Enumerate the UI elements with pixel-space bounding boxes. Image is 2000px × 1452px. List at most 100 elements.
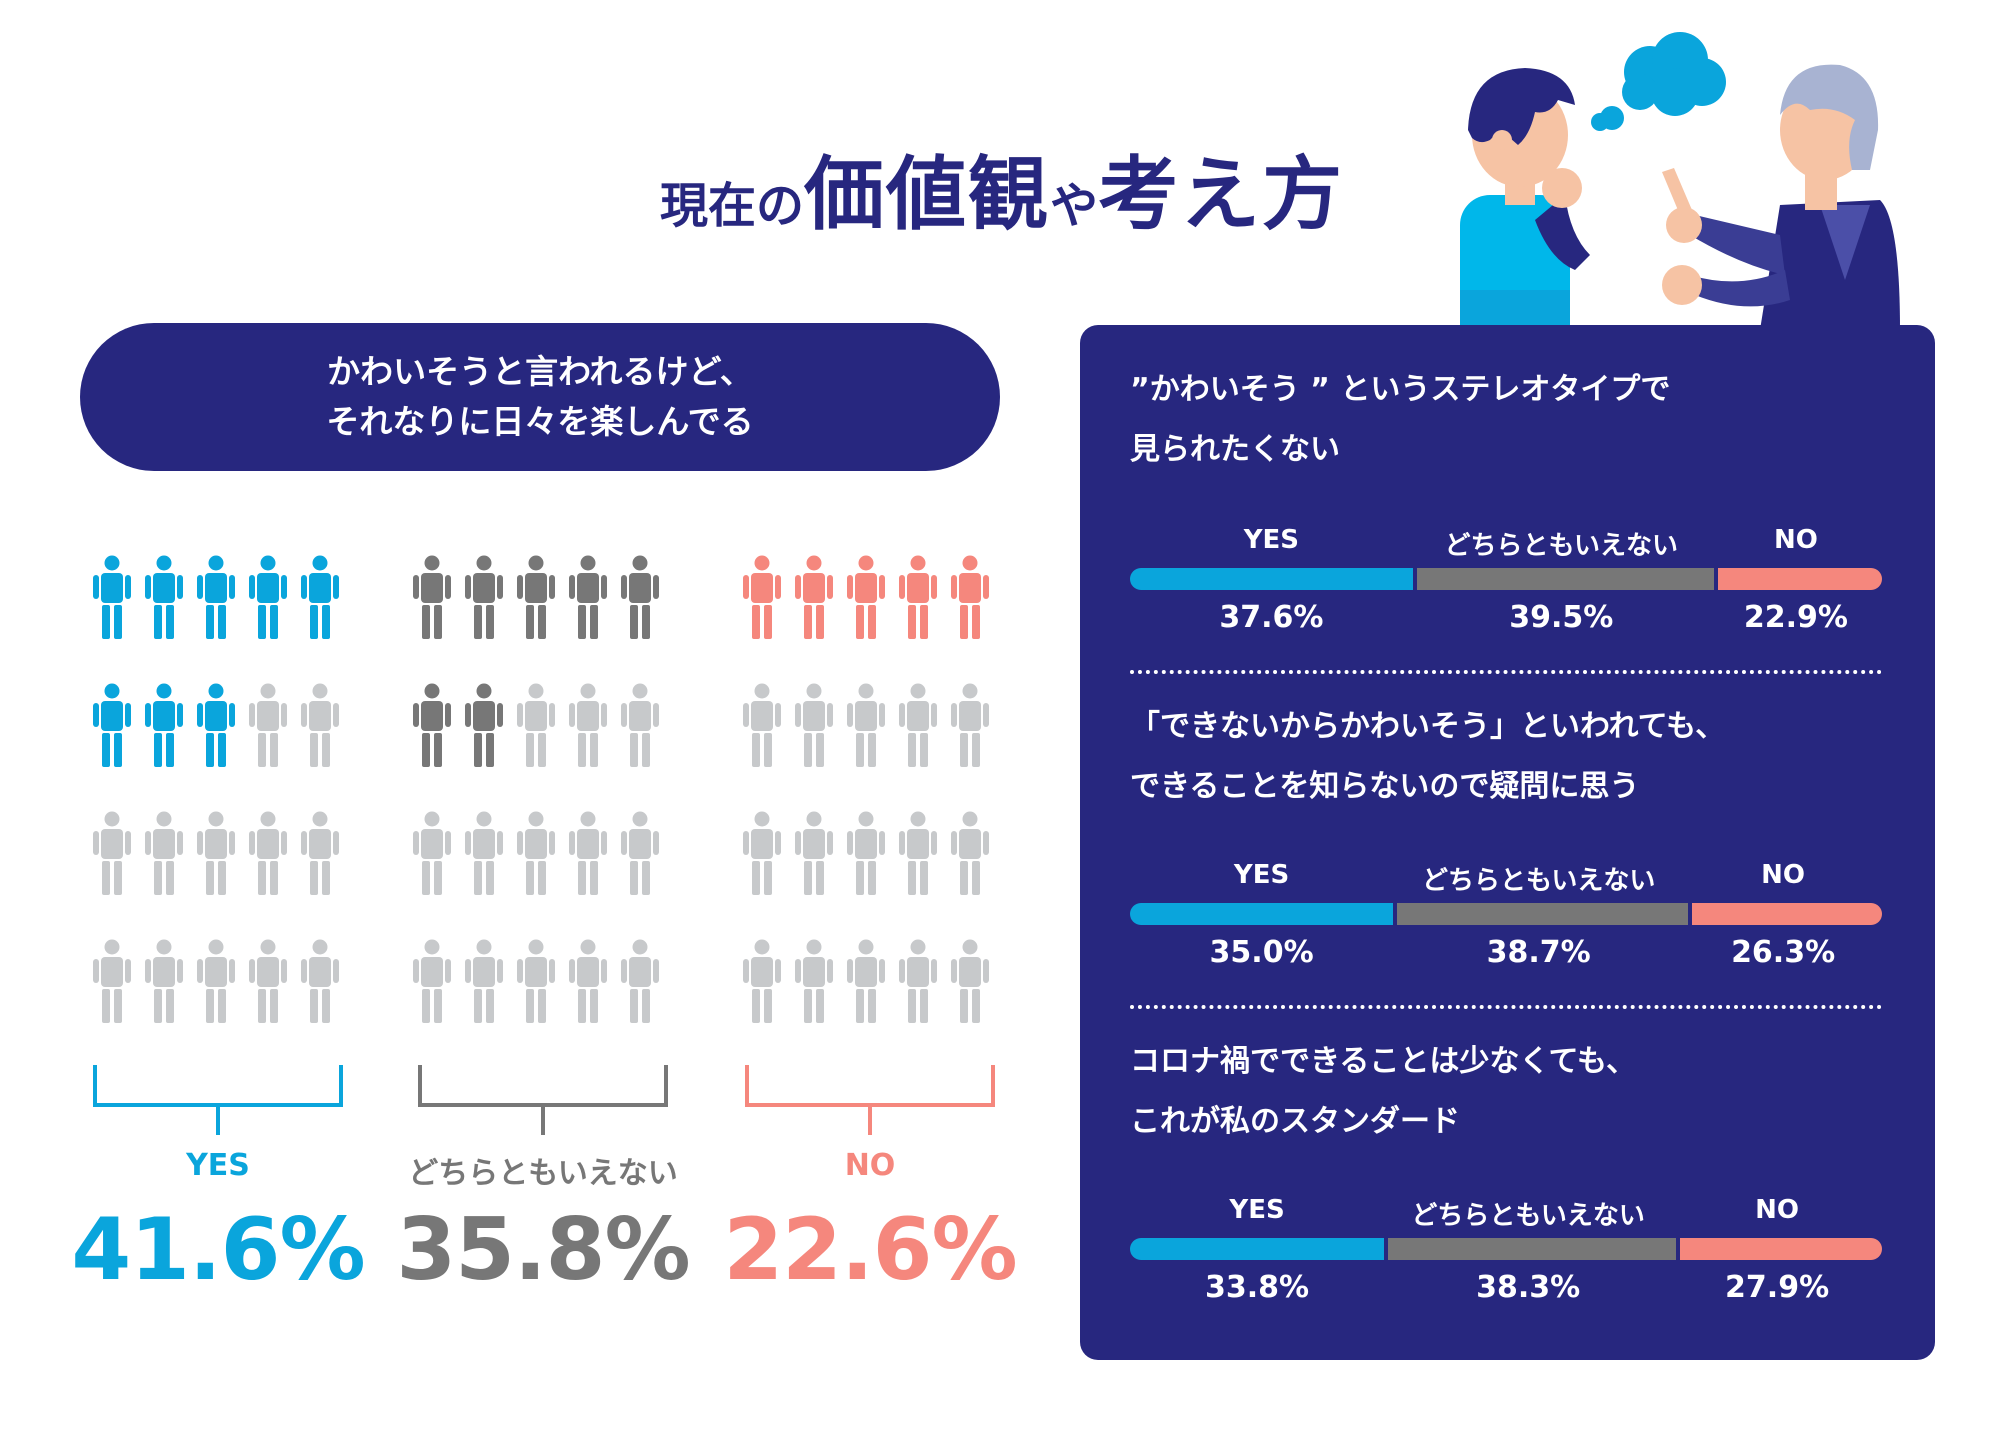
question-2-line-2: できることを知らないので疑問に思う [1130, 769, 1640, 804]
q2-neutral-value: 38.7% [1486, 935, 1591, 970]
no-bracket [745, 1065, 995, 1135]
neutral-person-icon [621, 555, 659, 639]
conversation-illustration [1440, 20, 1900, 330]
no-person-icon [847, 555, 885, 639]
yes-person-icon [249, 811, 287, 895]
no-person-icon [847, 939, 885, 1023]
neutral-person-icon [413, 555, 451, 639]
no-person-icon [951, 683, 989, 767]
yes-person-icon [249, 555, 287, 639]
neutral-label: どちらともいえない [408, 1156, 678, 1191]
q1-neutral-segment [1412, 568, 1714, 590]
q2-no-label: NO [1761, 860, 1806, 890]
yes-person-icon [93, 939, 131, 1023]
neutral-person-icon [465, 683, 503, 767]
q3-neutral-value: 38.3% [1476, 1270, 1581, 1305]
q2-yes-segment [1130, 903, 1394, 925]
yes-person-icon [249, 939, 287, 1023]
q3-no-label: NO [1755, 1195, 1800, 1225]
neutral-person-icon [569, 811, 607, 895]
neutral-icon-grid [412, 555, 672, 1035]
no-person-icon [743, 555, 781, 639]
q3-yes-label: YES [1229, 1195, 1285, 1225]
neutral-person-icon [569, 555, 607, 639]
question-3-line-1: コロナ禍でできることは少なくても、 [1130, 1044, 1637, 1079]
neutral-person-icon [517, 555, 555, 639]
q2-yes-value: 35.0% [1209, 935, 1314, 970]
neutral-person-icon [465, 939, 503, 1023]
no-person-icon [795, 811, 833, 895]
neutral-person-icon [621, 811, 659, 895]
no-person-icon [951, 811, 989, 895]
neutral-percentage: 35.8% [396, 1200, 690, 1300]
yes-person-icon [145, 811, 183, 895]
page-title: 現在の価値観や考え方 [0, 130, 2000, 241]
neutral-person-icon [621, 683, 659, 767]
q2-no-value: 26.3% [1731, 935, 1836, 970]
question-3: コロナ禍でできることは少なくても、 これが私のスタンダード [1130, 1032, 1910, 1152]
yes-label: YES [186, 1148, 250, 1183]
left-question-line-2: それなりに日々を楽しんでる [326, 402, 754, 441]
no-person-icon [899, 683, 937, 767]
question-1: ”かわいそう ” というステレオタイプで 見られたくない [1130, 360, 1910, 480]
no-person-icon [899, 811, 937, 895]
question-3-line-2: これが私のスタンダード [1130, 1104, 1460, 1139]
q1-no-label: NO [1773, 525, 1818, 555]
q2-neutral-segment [1393, 903, 1689, 925]
divider-1 [1130, 670, 1882, 674]
no-person-icon [795, 683, 833, 767]
yes-person-icon [93, 811, 131, 895]
young-man-icon [1460, 68, 1590, 330]
q2-neutral-label: どちらともいえない [1421, 866, 1656, 896]
q1-neutral-label: どちらともいえない [1444, 531, 1678, 561]
yes-person-icon [197, 811, 235, 895]
left-question-line-1: かわいそうと言われるけど、 [327, 352, 753, 391]
q3-stacked-bar [1130, 1238, 1882, 1260]
q1-neutral-value: 39.5% [1509, 600, 1614, 635]
q1-no-segment [1713, 568, 1882, 590]
q2-no-segment [1688, 903, 1882, 925]
yes-person-icon [197, 939, 235, 1023]
neutral-person-icon [517, 683, 555, 767]
question-2: 「できないからかわいそう」といわれても、 できることを知らないので疑問に思う [1130, 697, 1910, 817]
title-part-2: 価値観 [804, 148, 1051, 241]
yes-person-icon [197, 555, 235, 639]
q3-yes-value: 33.8% [1205, 1270, 1310, 1305]
neutral-person-icon [517, 939, 555, 1023]
divider-2 [1130, 1005, 1882, 1009]
question-2-line-1: 「できないからかわいそう」といわれても、 [1130, 709, 1726, 744]
yes-person-icon [145, 939, 183, 1023]
older-man-icon [1662, 64, 1900, 330]
no-icon-grid [742, 555, 1002, 1035]
title-part-4: 考え方 [1098, 148, 1345, 241]
right-panel: ”かわいそう ” というステレオタイプで 見られたくない YES どちらともいえ… [1080, 325, 1935, 1360]
no-label: NO [844, 1148, 896, 1183]
yes-person-icon [197, 683, 235, 767]
neutral-person-icon [465, 555, 503, 639]
yes-person-icon [93, 555, 131, 639]
no-person-icon [951, 555, 989, 639]
q3-neutral-label: どちらともいえない [1411, 1201, 1645, 1231]
question-1-line-1: ”かわいそう ” というステレオタイプで [1130, 372, 1671, 407]
no-person-icon [743, 811, 781, 895]
q1-yes-value: 37.6% [1219, 600, 1324, 635]
yes-person-icon [301, 939, 339, 1023]
yes-icon-grid [92, 555, 352, 1035]
no-person-icon [743, 683, 781, 767]
neutral-person-icon [569, 683, 607, 767]
neutral-person-icon [413, 683, 451, 767]
yes-bracket [93, 1065, 343, 1135]
neutral-person-icon [413, 811, 451, 895]
no-person-icon [743, 939, 781, 1023]
neutral-person-icon [517, 811, 555, 895]
q1-no-value: 22.9% [1743, 600, 1848, 635]
title-part-1: 現在の [660, 178, 805, 234]
q2-yes-label: YES [1233, 860, 1290, 890]
no-person-icon [795, 555, 833, 639]
q3-no-value: 27.9% [1725, 1270, 1830, 1305]
yes-person-icon [249, 683, 287, 767]
yes-person-icon [145, 555, 183, 639]
yes-person-icon [301, 683, 339, 767]
neutral-person-icon [569, 939, 607, 1023]
question-1-line-2: 見られたくない [1130, 432, 1340, 467]
